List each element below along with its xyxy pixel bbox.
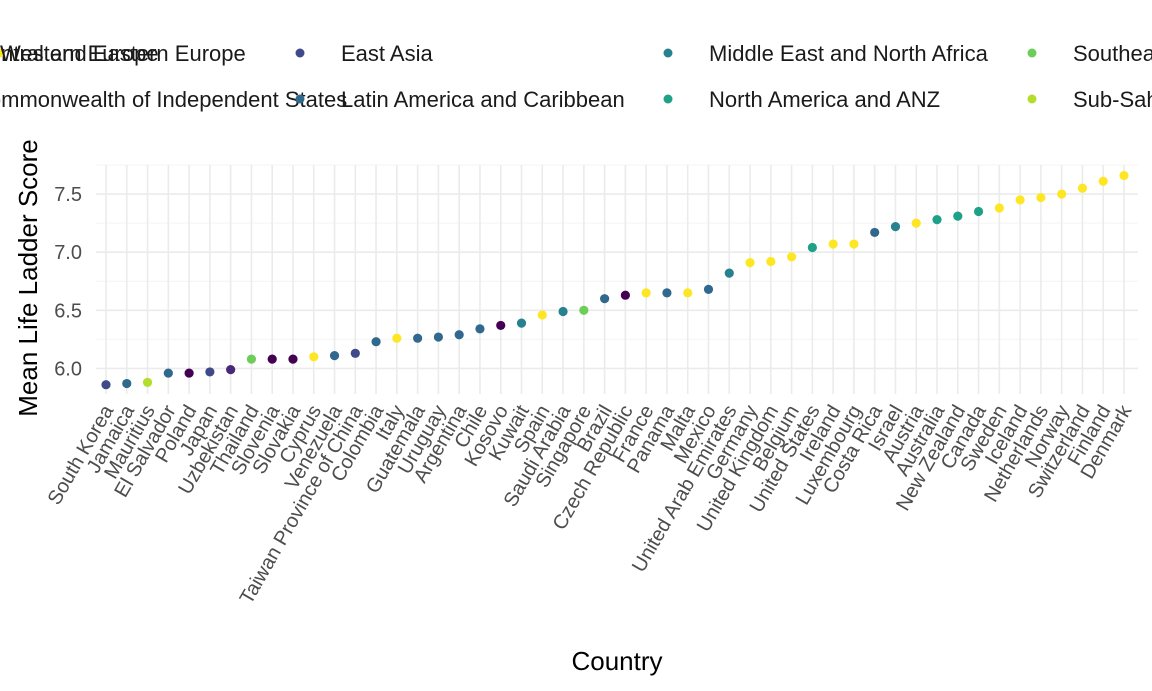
legend-label: East Asia	[341, 41, 433, 66]
y-tick-label: 7.5	[54, 184, 82, 206]
data-point	[101, 380, 111, 390]
data-point	[745, 258, 755, 268]
legend-key	[295, 48, 305, 58]
data-point	[413, 333, 423, 343]
legend-key	[295, 94, 305, 104]
data-point	[246, 354, 257, 364]
legend-key	[663, 94, 673, 104]
data-point	[828, 239, 838, 249]
data-point	[1015, 195, 1025, 205]
y-tick-label: 6.5	[54, 300, 82, 322]
data-point	[1119, 170, 1129, 181]
data-point	[558, 306, 568, 317]
data-point	[849, 239, 859, 249]
data-point	[226, 364, 236, 375]
data-point	[579, 305, 589, 315]
data-point	[496, 320, 506, 331]
data-point	[953, 211, 963, 221]
legend-label: North America and ANZ	[709, 87, 940, 112]
data-point	[973, 206, 984, 217]
y-tick-label: 6.0	[54, 358, 82, 380]
legend-label: Commonwealth of Independent States	[0, 87, 347, 112]
data-point	[870, 227, 880, 238]
data-point	[516, 318, 527, 328]
data-point	[932, 215, 942, 225]
data-point	[475, 324, 485, 334]
legend-label: Western Europe	[0, 41, 159, 66]
data-point	[1098, 176, 1108, 186]
data-point	[766, 256, 776, 267]
legend-label: Middle East and North Africa	[709, 41, 989, 66]
data-point	[122, 378, 132, 389]
data-point	[724, 268, 734, 278]
data-point	[703, 284, 714, 294]
y-axis: 6.0 6.5 7.0 7.5	[54, 184, 82, 380]
legend-key	[663, 48, 673, 58]
data-point	[454, 330, 464, 340]
data-point	[1036, 192, 1046, 203]
data-point	[392, 333, 402, 343]
data-point	[329, 351, 340, 361]
data-point	[1057, 189, 1067, 199]
legend-label: Central and Eastern Europe	[0, 41, 246, 66]
data-point	[890, 222, 901, 232]
data-point	[600, 294, 610, 304]
data-point	[994, 203, 1004, 213]
data-point	[683, 288, 693, 298]
data-point	[267, 354, 277, 364]
data-point	[205, 367, 215, 377]
data-point	[142, 377, 153, 387]
data-point	[537, 310, 547, 320]
legend-label: Southeast Asia	[1073, 41, 1152, 66]
data-point	[807, 242, 817, 253]
data-point	[641, 288, 651, 298]
legend-key	[1027, 48, 1037, 58]
x-axis-title: Country	[571, 646, 662, 676]
grid	[96, 164, 1138, 394]
y-tick-label: 7.0	[54, 242, 82, 264]
data-point	[350, 348, 360, 358]
legend-key	[1027, 94, 1037, 104]
data-point	[184, 368, 194, 378]
data-point	[163, 368, 173, 378]
data-point	[1077, 183, 1088, 193]
legend-label: Sub-Saharan Africa	[1073, 87, 1152, 112]
legend-key	[0, 48, 5, 58]
data-point	[662, 288, 672, 298]
legend: Central and Eastern Europe Commonwealth o…	[0, 41, 1152, 112]
legend-label: Latin America and Caribbean	[341, 87, 625, 112]
data-point	[786, 252, 797, 262]
data-points	[101, 170, 1129, 390]
data-point	[288, 354, 298, 364]
data-point	[309, 352, 319, 362]
data-point	[911, 218, 921, 228]
y-axis-title: Mean Life Ladder Score	[13, 139, 43, 417]
data-point	[433, 332, 444, 342]
data-point	[620, 290, 630, 300]
data-point	[371, 337, 381, 347]
